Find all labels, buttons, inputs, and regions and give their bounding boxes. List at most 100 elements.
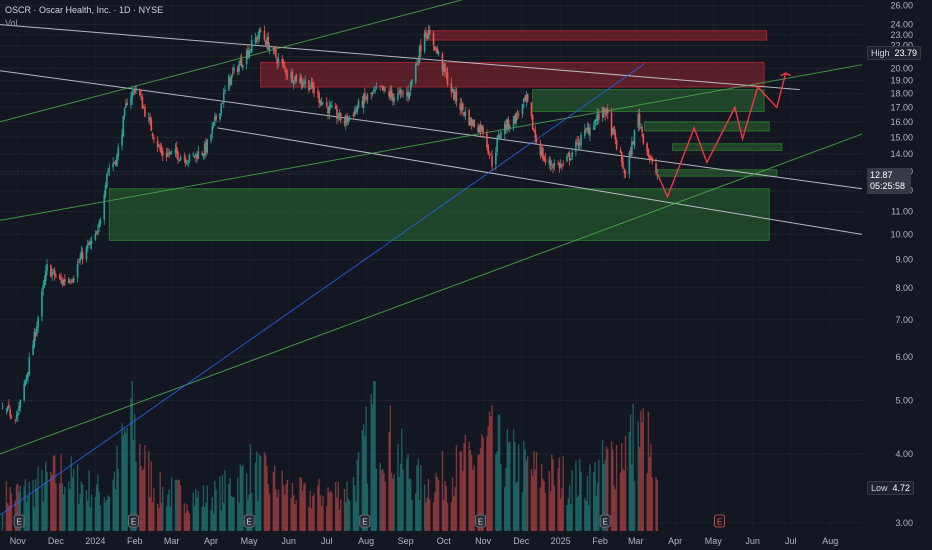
supply-zone <box>424 30 768 41</box>
zones <box>108 30 783 241</box>
volume-bar <box>158 508 160 531</box>
candle-body <box>233 67 235 72</box>
volume-bar <box>177 480 179 531</box>
volume-bar <box>496 451 498 531</box>
volume-bar <box>638 446 641 531</box>
candle-body <box>409 81 412 91</box>
candle-body <box>578 143 581 145</box>
candle-body <box>50 265 52 278</box>
candle-body <box>242 64 244 68</box>
candle-body <box>346 115 348 122</box>
candle-body <box>610 112 613 136</box>
candle-body <box>236 68 239 73</box>
candle-body <box>322 102 324 104</box>
volume-bar <box>632 403 634 531</box>
volume-bar <box>230 495 233 531</box>
volume-bar <box>648 456 651 531</box>
candle-body <box>500 131 502 139</box>
volume-bar <box>521 492 524 531</box>
volume-bar <box>459 451 461 531</box>
volume-bar <box>365 406 367 531</box>
volume-bar <box>401 428 403 531</box>
high-label: High <box>871 48 890 58</box>
volume-bar <box>329 490 332 531</box>
y-tick-label: 9.00 <box>895 255 913 265</box>
symbol-line[interactable]: OSCR · Oscar Health, Inc. · 1D · NYSE <box>5 5 164 15</box>
volume-bar <box>478 454 481 531</box>
candle-body <box>132 89 135 91</box>
y-tick-label: 23.00 <box>890 30 913 40</box>
y-tick-label: 11.00 <box>891 207 913 217</box>
volume-bar <box>407 454 409 531</box>
volume-bar <box>516 481 519 531</box>
volume-bar <box>468 441 470 531</box>
volume-bar <box>429 498 431 531</box>
candle-body <box>125 103 127 108</box>
volume-bar <box>37 467 39 531</box>
candle-body <box>309 87 312 90</box>
volume-bar <box>444 481 446 531</box>
volume-bar <box>122 435 125 531</box>
candle-body <box>628 152 631 174</box>
volume-bar <box>187 510 189 531</box>
volume-bar <box>436 476 439 531</box>
white-trendline <box>0 24 800 91</box>
volume-bar <box>355 500 357 531</box>
candle-body <box>450 83 453 93</box>
candle-body <box>158 145 160 147</box>
volume-bar <box>309 490 311 531</box>
volume-bar <box>487 426 489 531</box>
candle-body <box>334 106 337 109</box>
volume-bar <box>15 484 18 531</box>
volume-bar <box>624 436 627 531</box>
candle-body <box>481 125 483 131</box>
volume-bar <box>420 465 422 531</box>
volume-bar <box>628 431 631 531</box>
volume-bar <box>576 497 578 531</box>
candle-body <box>542 147 544 159</box>
volume-bar <box>445 485 447 531</box>
candle-body <box>151 132 154 136</box>
volume-bar <box>354 484 356 531</box>
candle-body <box>406 92 408 96</box>
earnings-marker: E <box>714 514 726 528</box>
bar-countdown: 05:25:58 <box>870 180 906 191</box>
candle-body <box>521 103 524 114</box>
volume-bar <box>348 500 351 531</box>
volume-bar <box>203 506 206 531</box>
volume-bar <box>202 485 205 531</box>
candle-body <box>144 106 146 117</box>
volume-bar <box>43 482 46 531</box>
volume-bar <box>87 500 89 531</box>
candle-body <box>79 258 81 262</box>
volume-bar <box>570 504 572 531</box>
earnings-marker: E <box>128 514 139 528</box>
volume-bar <box>343 489 346 531</box>
green-trendline <box>0 133 863 455</box>
candle-body <box>238 64 240 72</box>
y-tick-label: 19.00 <box>890 76 913 86</box>
candle-body <box>539 143 542 155</box>
candle-body <box>397 92 399 100</box>
x-tick-label: Aug <box>358 536 374 546</box>
volume-bar <box>488 411 491 531</box>
candle-body <box>268 47 271 51</box>
candle-body <box>585 129 587 131</box>
volume-indicator-label[interactable]: Vol <box>5 18 18 28</box>
candle-body <box>266 37 268 44</box>
volume-bar <box>340 499 342 531</box>
interval: 1D <box>119 5 131 15</box>
volume-bar <box>408 478 411 531</box>
volume-bar <box>477 455 479 531</box>
candle-body <box>512 116 515 127</box>
candle-body <box>313 87 315 94</box>
candle-body <box>393 97 395 102</box>
volume-bar <box>168 489 170 531</box>
earnings-marker: E <box>243 514 255 528</box>
volume-bar <box>130 398 132 531</box>
volume-bar <box>312 495 314 531</box>
volume-bar <box>240 466 243 531</box>
demand-zone <box>532 89 765 113</box>
